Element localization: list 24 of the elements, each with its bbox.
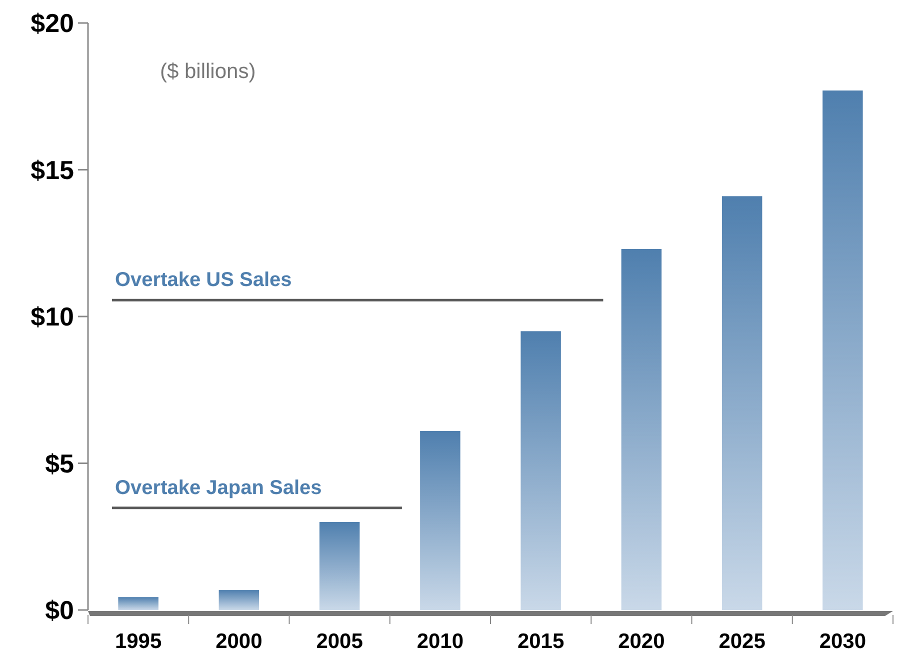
x-tick-label: 2005 bbox=[316, 630, 364, 653]
x-tick-label: 2015 bbox=[517, 630, 564, 653]
x-tick-label: 2020 bbox=[618, 630, 665, 653]
bar bbox=[621, 248, 662, 610]
x-tick-label: 2000 bbox=[216, 630, 262, 653]
y-tick-label: $0 bbox=[45, 595, 74, 626]
bar bbox=[319, 522, 360, 610]
text: ($ billions) bbox=[160, 60, 256, 83]
bar bbox=[118, 597, 158, 610]
x-tick-label: 2025 bbox=[718, 630, 766, 653]
y-tick-label: $15 bbox=[30, 154, 74, 185]
bar bbox=[218, 590, 260, 610]
ref-line-label: Overtake Japan Sales bbox=[115, 476, 322, 499]
bar bbox=[722, 196, 762, 610]
bar bbox=[420, 430, 460, 610]
x-tick-label: 2010 bbox=[416, 630, 464, 653]
bar bbox=[520, 331, 561, 610]
x-tick-label: 2030 bbox=[819, 630, 866, 653]
y-tick-label: $5 bbox=[45, 448, 74, 478]
y-tick-label: $20 bbox=[30, 8, 74, 38]
bar bbox=[822, 90, 863, 610]
ref-line-label: Overtake US Sales bbox=[115, 269, 292, 292]
y-tick-label: $10 bbox=[30, 302, 74, 332]
x-tick-label: 1995 bbox=[114, 630, 162, 653]
